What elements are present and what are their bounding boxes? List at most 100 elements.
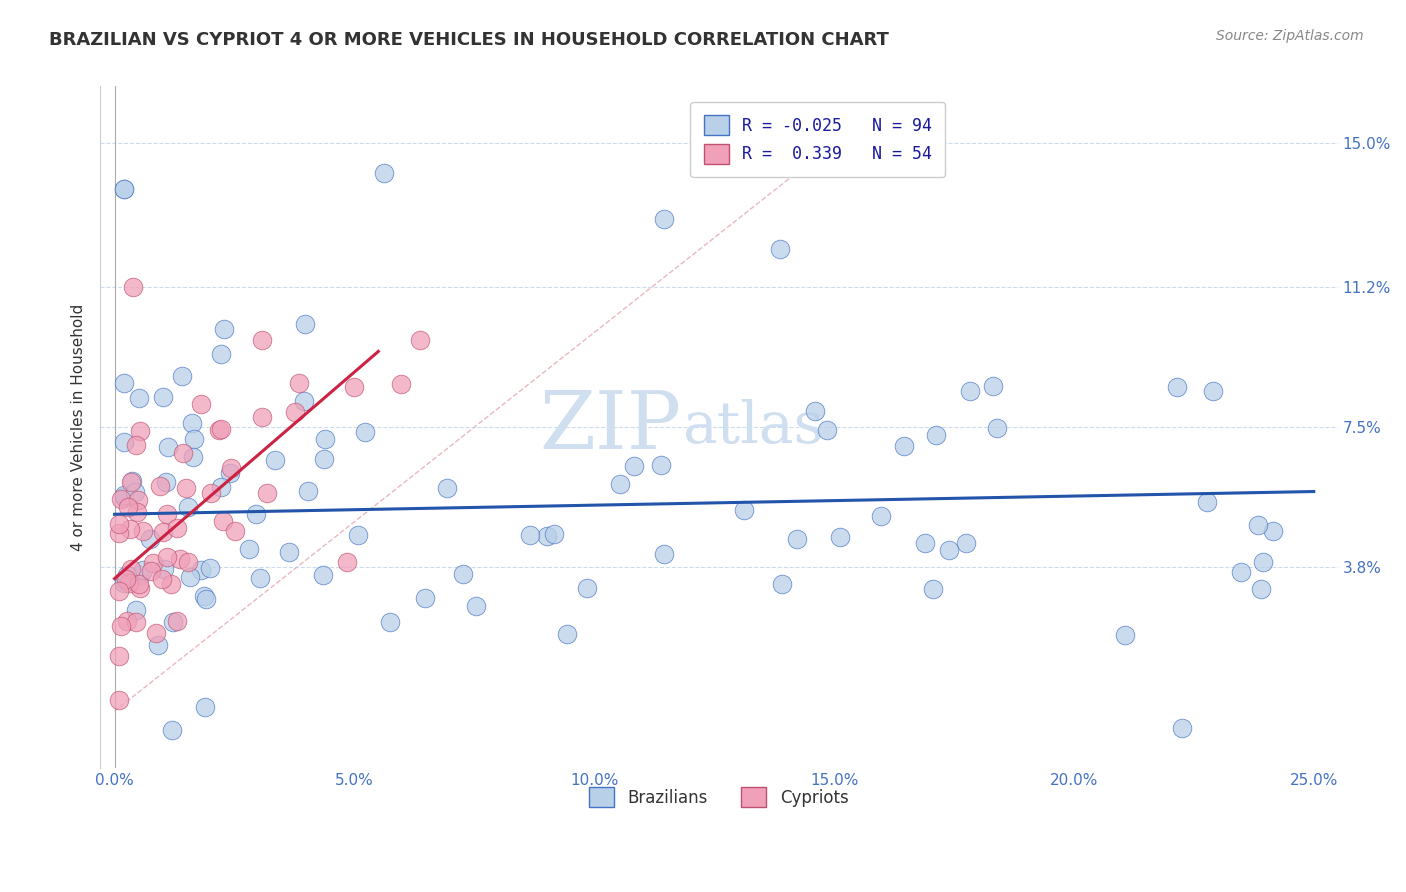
Point [436,481,458,495]
Point [263,452,285,467]
Point [733,503,755,517]
Point [160,723,183,737]
Point [209,347,232,361]
Point [219,466,242,480]
Point [342,380,364,394]
Point [1261,524,1284,538]
Point [786,533,808,547]
Point [453,567,475,582]
Point [1230,565,1253,579]
Point [288,376,311,390]
Point [194,699,217,714]
Point [166,521,188,535]
Point [127,493,149,508]
Point [804,403,827,417]
Point [112,490,135,504]
Point [160,576,183,591]
Point [256,485,278,500]
Point [464,599,486,613]
Point [115,568,138,582]
Point [284,405,307,419]
Point [208,423,231,437]
Point [981,378,1004,392]
Point [112,488,135,502]
Point [148,638,170,652]
Point [121,280,143,294]
Point [110,619,132,633]
Point [112,573,135,587]
Point [128,424,150,438]
Text: BRAZILIAN VS CYPRIOT 4 OR MORE VEHICLES IN HOUSEHOLD CORRELATION CHART: BRAZILIAN VS CYPRIOT 4 OR MORE VEHICLES … [49,31,889,49]
Point [314,452,336,467]
Point [830,530,852,544]
Point [214,322,236,336]
Legend: Brazilians, Cypriots: Brazilians, Cypriots [582,780,855,814]
Point [162,615,184,630]
Point [166,614,188,628]
Point [1166,380,1188,394]
Point [125,438,148,452]
Point [893,439,915,453]
Point [108,649,131,664]
Point [170,369,193,384]
Point [224,524,246,538]
Point [938,543,960,558]
Point [156,549,179,564]
Point [986,421,1008,435]
Point [118,576,141,591]
Point [354,425,377,439]
Point [108,525,131,540]
Point [128,391,150,405]
Point [131,564,153,578]
Point [278,545,301,559]
Point [183,433,205,447]
Point [1195,495,1218,509]
Point [650,458,672,472]
Point [118,522,141,536]
Point [156,508,179,522]
Point [536,529,558,543]
Text: atlas: atlas [682,399,824,455]
Point [121,474,143,488]
Point [112,575,135,590]
Point [245,507,267,521]
Point [543,527,565,541]
Point [198,561,221,575]
Point [815,423,838,437]
Point [141,564,163,578]
Point [142,556,165,570]
Point [409,333,432,347]
Point [1247,518,1270,533]
Point [112,181,135,195]
Point [555,627,578,641]
Point [380,615,402,630]
Point [959,384,981,398]
Point [519,527,541,541]
Point [250,333,273,347]
Point [108,517,131,532]
Point [139,532,162,546]
Point [200,485,222,500]
Point [924,428,946,442]
Point [195,591,218,606]
Point [219,460,242,475]
Point [112,376,135,390]
Point [955,536,977,550]
Point [181,450,204,465]
Point [114,573,136,587]
Point [769,242,792,256]
Point [145,626,167,640]
Point [177,556,200,570]
Point [172,445,194,459]
Point [152,524,174,539]
Point [212,515,235,529]
Point [413,591,436,605]
Point [294,317,316,331]
Point [174,481,197,495]
Point [250,410,273,425]
Point [1250,582,1272,596]
Point [108,692,131,706]
Point [238,542,260,557]
Point [335,555,357,569]
Point [128,568,150,582]
